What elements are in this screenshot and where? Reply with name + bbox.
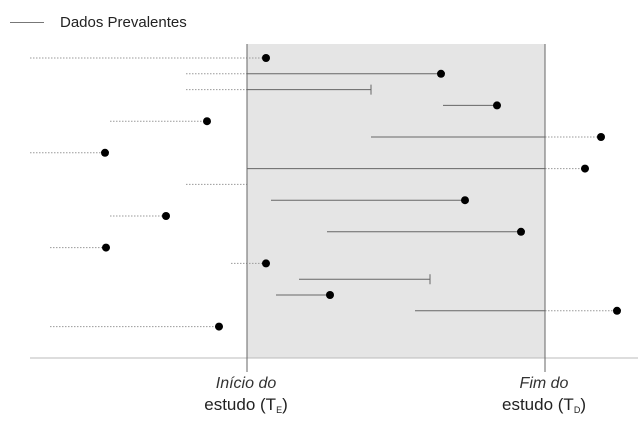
study-end-close: )	[580, 395, 586, 414]
event-dot	[461, 196, 469, 205]
subject-lines	[30, 54, 621, 331]
event-dot	[262, 54, 270, 62]
legend-line-swatch	[10, 22, 44, 23]
subject-row	[30, 54, 270, 62]
subject-row	[271, 196, 469, 205]
event-dot	[493, 101, 501, 110]
study-end-line1: Fim do	[519, 375, 569, 392]
subject-row	[231, 259, 270, 268]
event-dot	[162, 212, 170, 220]
event-dot	[326, 291, 334, 299]
event-dot	[262, 259, 270, 268]
subject-row	[186, 84, 372, 95]
event-dot	[215, 322, 223, 331]
subject-row	[415, 306, 621, 315]
subject-row	[50, 322, 223, 331]
legend-label: Dados Prevalentes	[60, 14, 187, 31]
subject-row	[50, 243, 110, 252]
study-start-line2: estudo (TE)	[176, 394, 316, 421]
event-dot	[613, 306, 621, 315]
study-start-line1: Início do	[215, 375, 277, 392]
study-start-close: )	[282, 395, 288, 414]
event-dot	[597, 133, 605, 141]
subject-row	[186, 69, 445, 78]
event-dot	[203, 117, 211, 126]
study-end-label: Fim do estudo (TD)	[474, 373, 614, 421]
subject-row	[110, 212, 170, 220]
event-dot	[102, 243, 110, 252]
event-dot	[581, 164, 589, 173]
subject-row	[371, 133, 605, 141]
subject-row	[30, 148, 109, 157]
subject-row	[276, 291, 334, 299]
subject-row	[443, 101, 501, 110]
study-end-text: estudo (T	[502, 395, 574, 414]
event-dot	[101, 148, 109, 157]
subject-row	[299, 274, 431, 285]
study-end-sub: D	[573, 405, 581, 415]
event-dot	[517, 227, 525, 236]
study-start-label: Início do estudo (TE)	[176, 373, 316, 421]
study-period-window	[247, 44, 545, 358]
subject-row	[327, 227, 525, 236]
study-end-line2: estudo (TD)	[474, 394, 614, 421]
legend: Dados Prevalentes	[10, 14, 187, 31]
subject-row	[110, 117, 211, 126]
study-start-sub: E	[276, 405, 283, 415]
subject-row	[247, 164, 589, 173]
study-start-text: estudo (T	[204, 395, 277, 414]
event-dot	[437, 69, 445, 78]
